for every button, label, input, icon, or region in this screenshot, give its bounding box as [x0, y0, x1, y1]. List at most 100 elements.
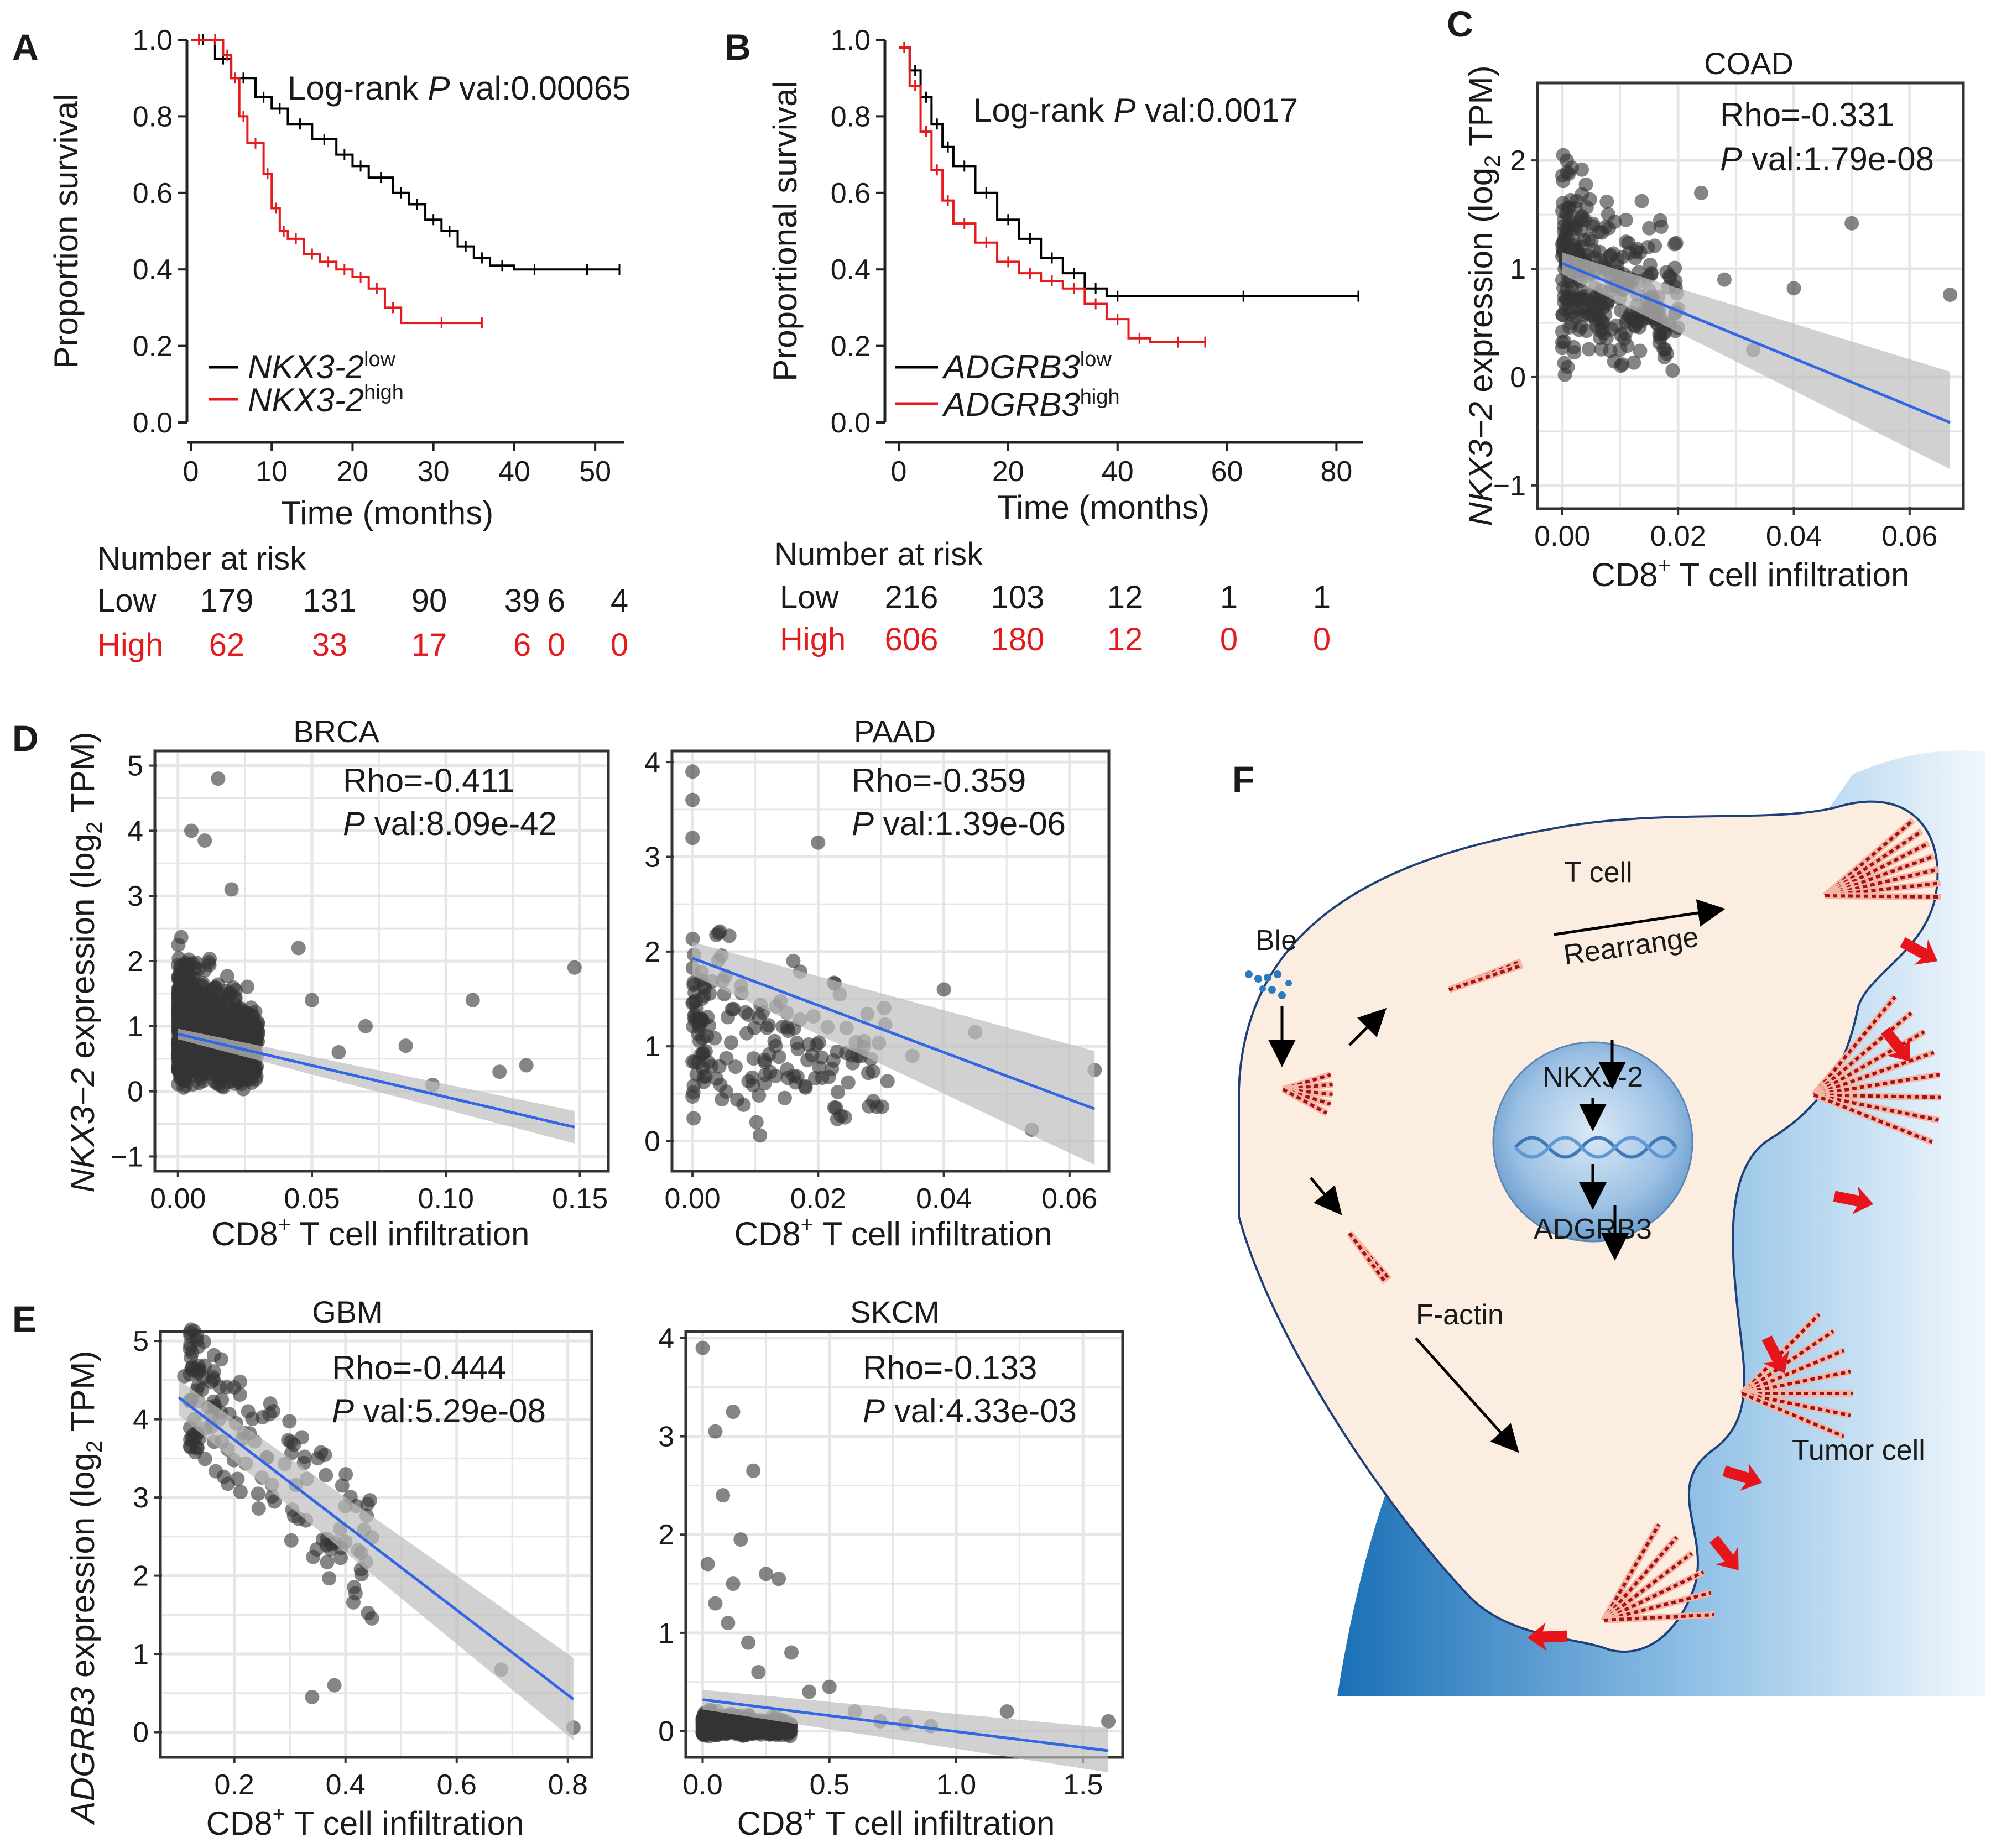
scatter-point: [767, 1033, 782, 1048]
x-tick-label: 20: [337, 456, 369, 488]
plot-e-right-title: SKCM: [850, 1294, 940, 1329]
scatter-point: [335, 1478, 350, 1493]
scatter-point: [685, 831, 700, 845]
scatter-point: [205, 1010, 220, 1025]
y-tick-label: 0: [133, 1717, 149, 1749]
scatter-point: [726, 1576, 741, 1591]
scatter-point: [745, 1070, 760, 1085]
scatter-point: [281, 1433, 296, 1448]
scatter-point: [695, 1031, 710, 1046]
scatter-point: [230, 1471, 245, 1486]
actin-filament: [1602, 1536, 1679, 1621]
y-tick-label: 0.8: [133, 101, 173, 133]
actin-filament: [1448, 963, 1523, 991]
scatter-point: [1573, 282, 1588, 297]
x-tick-label: 50: [579, 456, 611, 488]
scatter-point: [1586, 243, 1601, 258]
scatter-point: [765, 1718, 780, 1733]
scatter-point: [201, 1050, 216, 1064]
risk-value: 12: [1107, 580, 1143, 615]
x-tick-label: 0.00: [1534, 520, 1590, 552]
y-tick-label: 3: [644, 842, 660, 874]
plot-a-risk-low-row: 179 131 90 39 6 4: [200, 583, 629, 619]
y-tick-label: 0.6: [133, 178, 173, 210]
y-tick-label: 0.4: [133, 254, 173, 286]
panel-letter-a: A: [12, 27, 39, 67]
scatter-point: [233, 1485, 248, 1500]
plot-b-ylabel: Proportional survival: [767, 81, 804, 382]
scatter-point: [1577, 213, 1592, 228]
x-tick-label: 0.8: [548, 1769, 588, 1801]
confidence-band: [179, 1380, 574, 1740]
scatter-point: [786, 953, 801, 968]
scatter-point: [685, 792, 700, 807]
scatter-point: [320, 1554, 335, 1569]
risk-value: 606: [885, 622, 939, 657]
label-ble: Ble: [1255, 925, 1297, 957]
scatter-point: [1644, 267, 1659, 282]
scatter-point: [790, 1069, 805, 1084]
y-tick-label: 0: [658, 1716, 674, 1748]
actin-filament: [1741, 1349, 1845, 1395]
label-t-cell: T cell: [1564, 857, 1632, 889]
scatter-point: [348, 1586, 363, 1601]
scatter-point: [758, 1067, 773, 1082]
scatter-point: [364, 1611, 379, 1626]
scatter-point: [171, 1057, 186, 1072]
risk-value: 6: [513, 627, 531, 663]
plot-d-left-rho: Rho=-0.411: [343, 762, 515, 799]
scatter-point: [183, 1337, 198, 1352]
red-arrows: [1528, 937, 1938, 1652]
regression-line: [178, 1032, 575, 1129]
scatter-point: [749, 1115, 764, 1130]
plot-a-xlabel: Time (months): [281, 494, 494, 531]
scatter-point: [322, 1571, 337, 1586]
y-tick-label: 3: [658, 1421, 674, 1453]
y-tick-label: 2: [127, 946, 143, 978]
x-tick-label: 0.00: [664, 1183, 720, 1215]
scatter-point: [245, 1411, 260, 1426]
scatter-point: [1667, 260, 1682, 275]
scatter-point: [710, 1711, 725, 1726]
plot-d-right-pval: P val:1.39e-06: [852, 805, 1066, 842]
plot-e-left-frame: [159, 1330, 593, 1759]
scatter-point: [757, 1052, 772, 1067]
plot-d-right-title: PAAD: [854, 714, 936, 749]
scatter-point: [730, 1092, 745, 1107]
scatter-point: [707, 1031, 722, 1046]
scatter-point: [1581, 232, 1596, 247]
actin-filament: [1813, 1093, 1942, 1099]
risk-value: 0: [1220, 622, 1238, 657]
actin-filament: [1741, 1329, 1834, 1395]
scatter-point: [211, 771, 226, 786]
scatter-point: [686, 995, 701, 1010]
actin-filament: [1603, 1591, 1712, 1622]
risk-value: 39: [504, 583, 540, 619]
dna-helix-strand-icon: [1514, 1136, 1677, 1159]
risk-value: 180: [991, 622, 1045, 657]
y-tick-label: −1: [111, 1141, 143, 1173]
scatter-point: [233, 1374, 248, 1389]
x-tick-label: 20: [992, 456, 1024, 488]
scatter-point: [305, 993, 320, 1007]
scatter-point: [171, 1044, 186, 1059]
plot-c-area: 0.00 0.02 0.04 0.06 −1 0 1 2: [1493, 85, 1962, 552]
panel-d: D NKX3−2 expression (log2 TPM) BRCA 0.00…: [12, 714, 1111, 1252]
y-tick-label: 1.0: [831, 24, 871, 56]
scatter-point: [723, 1035, 738, 1050]
x-tick-label: 0.0: [682, 1769, 722, 1801]
scatter-point: [1656, 326, 1671, 341]
plot-b-legend-low: ADGRB3low: [942, 348, 1112, 385]
scatter-point: [1563, 301, 1578, 316]
plot-b-xlabel: Time (months): [997, 489, 1210, 526]
scatter-point: [240, 979, 255, 994]
label-nkx3-2: NKX3-2: [1542, 1061, 1643, 1093]
plot-d-right-area: 0.00 0.02 0.04 0.06 0 1 2 3 4: [644, 746, 1107, 1215]
scatter-point: [244, 1075, 259, 1090]
survival-curve: [191, 39, 619, 271]
plot-b-risk-title: Number at risk: [774, 536, 983, 572]
x-tick-label: 0.04: [1766, 520, 1822, 552]
scatter-point: [185, 1429, 200, 1444]
y-tick-label: 4: [644, 746, 660, 779]
scatter-point: [178, 990, 193, 1005]
